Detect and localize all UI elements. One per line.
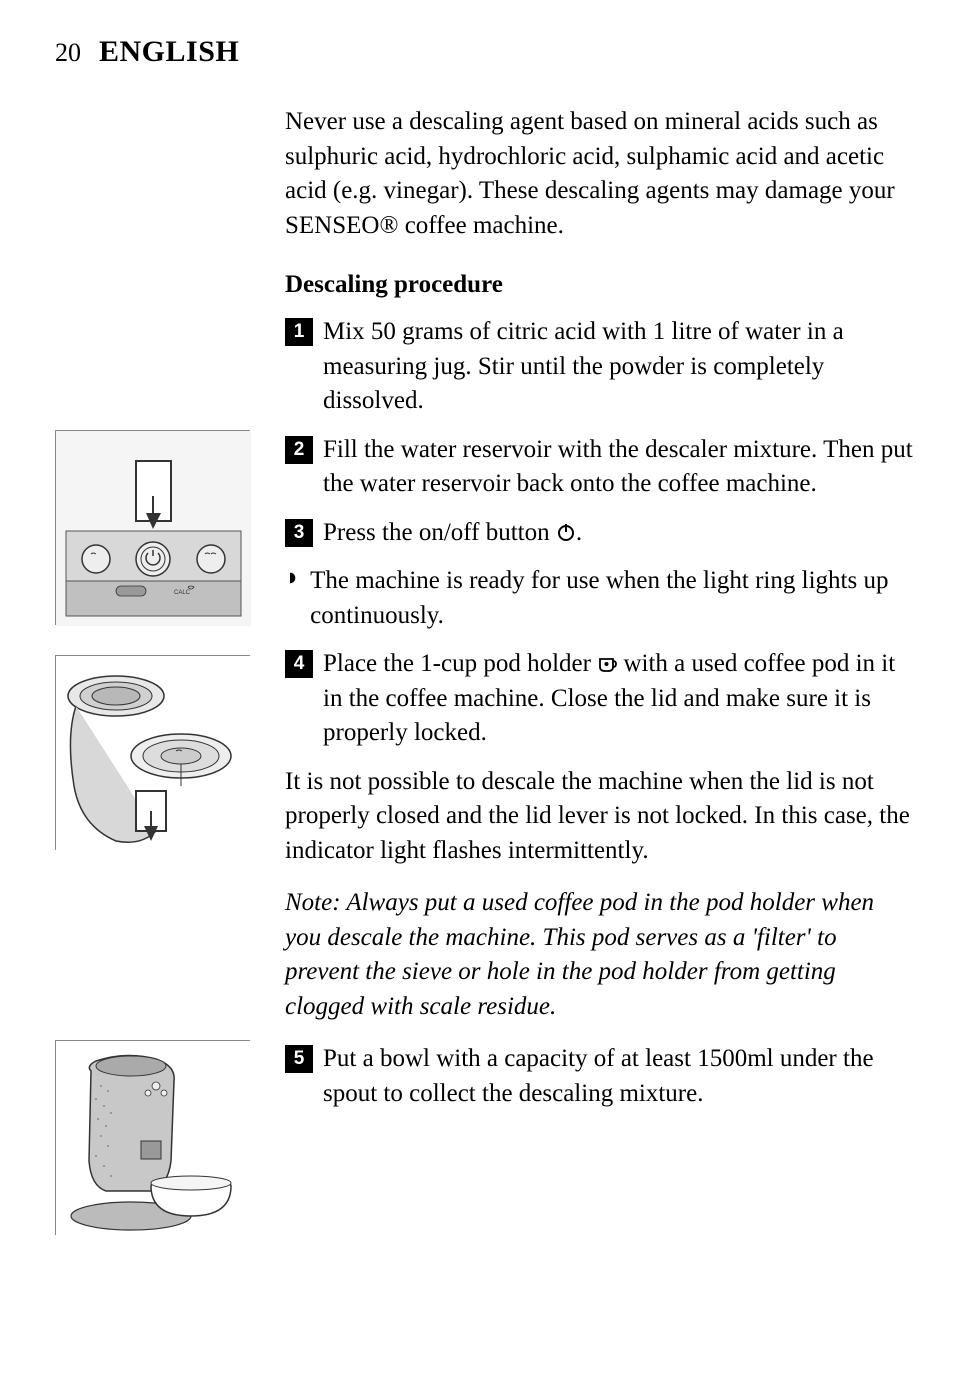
- main-content: Never use a descaling agent based on min…: [285, 105, 915, 1125]
- bullet-icon: ◗: [285, 564, 300, 592]
- warning-intro: Never use a descaling agent based on min…: [285, 105, 915, 243]
- step-number: 3: [285, 519, 313, 547]
- page-header: 20 ENGLISH: [55, 35, 239, 69]
- language-title: ENGLISH: [99, 35, 239, 69]
- sub-bullet: ◗ The machine is ready for use when the …: [285, 564, 915, 633]
- step-4-prefix: Place the 1-cup pod holder: [323, 650, 597, 677]
- step-3: 3 Press the on/off button .: [285, 516, 915, 551]
- step-number: 4: [285, 650, 313, 678]
- illustration-control-panel: CALC: [55, 430, 250, 625]
- section-heading: Descaling procedure: [285, 271, 915, 299]
- step-3-prefix: Press the on/off button: [323, 519, 556, 546]
- step-5: 5 Put a bowl with a capacity of at least…: [285, 1042, 915, 1111]
- step-number: 2: [285, 436, 313, 464]
- step-text: Mix 50 grams of citric acid with 1 litre…: [323, 315, 915, 419]
- step-4: 4 Place the 1-cup pod holder with a used…: [285, 647, 915, 751]
- svg-text:CALC: CALC: [174, 590, 191, 596]
- step-text: Place the 1-cup pod holder with a used c…: [323, 647, 915, 751]
- step-1: 1 Mix 50 grams of citric acid with 1 lit…: [285, 315, 915, 419]
- step-2: 2 Fill the water reservoir with the desc…: [285, 433, 915, 502]
- step-number: 1: [285, 318, 313, 346]
- step-number: 5: [285, 1045, 313, 1073]
- cup-icon: [597, 655, 617, 673]
- step-3-suffix: .: [576, 519, 582, 546]
- note-italic: Note: Always put a used coffee pod in th…: [285, 886, 915, 1024]
- page-number: 20: [55, 38, 81, 68]
- step-text: Put a bowl with a capacity of at least 1…: [323, 1042, 915, 1111]
- step-text: Fill the water reservoir with the descal…: [323, 433, 915, 502]
- step-text: Press the on/off button .: [323, 516, 915, 551]
- power-icon: [556, 522, 576, 542]
- illustration-pod-holder: [55, 655, 250, 850]
- illustration-machine-bowl: [55, 1040, 250, 1235]
- bullet-text: The machine is ready for use when the li…: [310, 564, 915, 633]
- lid-warning: It is not possible to descale the machin…: [285, 765, 915, 869]
